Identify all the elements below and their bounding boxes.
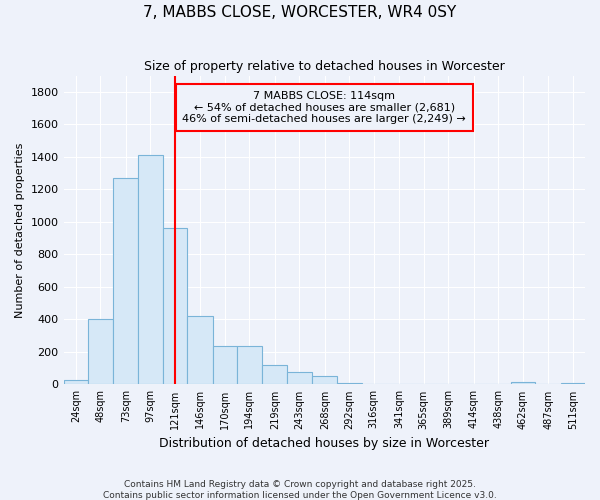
Bar bbox=[64, 380, 88, 384]
Bar bbox=[163, 228, 187, 384]
Bar bbox=[287, 372, 311, 384]
Y-axis label: Number of detached properties: Number of detached properties bbox=[15, 142, 25, 318]
Text: 7, MABBS CLOSE, WORCESTER, WR4 0SY: 7, MABBS CLOSE, WORCESTER, WR4 0SY bbox=[143, 5, 457, 20]
Bar bbox=[212, 346, 237, 385]
Bar bbox=[560, 383, 585, 384]
Bar bbox=[138, 155, 163, 384]
Bar bbox=[237, 346, 262, 385]
Bar bbox=[337, 383, 362, 384]
X-axis label: Distribution of detached houses by size in Worcester: Distribution of detached houses by size … bbox=[159, 437, 489, 450]
Bar bbox=[187, 316, 212, 384]
Text: Contains HM Land Registry data © Crown copyright and database right 2025.
Contai: Contains HM Land Registry data © Crown c… bbox=[103, 480, 497, 500]
Bar bbox=[262, 365, 287, 384]
Bar bbox=[311, 376, 337, 384]
Bar bbox=[88, 320, 113, 384]
Text: 7 MABBS CLOSE: 114sqm
← 54% of detached houses are smaller (2,681)
46% of semi-d: 7 MABBS CLOSE: 114sqm ← 54% of detached … bbox=[182, 91, 466, 124]
Title: Size of property relative to detached houses in Worcester: Size of property relative to detached ho… bbox=[144, 60, 505, 73]
Bar bbox=[511, 382, 535, 384]
Bar bbox=[113, 178, 138, 384]
